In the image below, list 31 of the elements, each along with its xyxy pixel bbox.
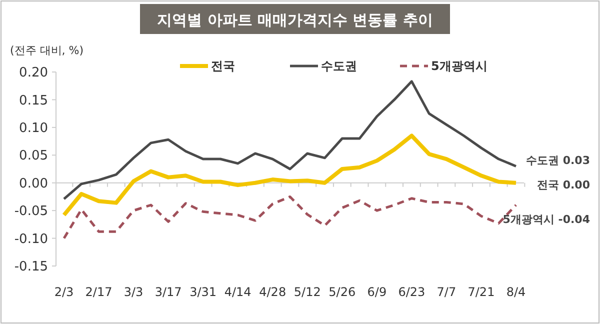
line-series [62, 80, 518, 200]
x-tick-label: 3/17 [154, 285, 182, 299]
x-tick-label: 5/26 [328, 285, 356, 299]
y-tick-label: 0.20 [19, 66, 48, 81]
annotation: 5개광역시 -0.04 [502, 212, 590, 226]
x-tick-label: 7/21 [468, 285, 495, 299]
annotation: 전국 0.00 [537, 178, 590, 192]
legend-label: 전국 [211, 59, 235, 73]
y-tick-label: 0.10 [19, 120, 48, 136]
legend-label: 5개광역시 [431, 59, 488, 73]
y-tick-label: 0.00 [19, 176, 48, 192]
y-tick-label: -0.15 [14, 260, 48, 275]
y-tick-label: -0.10 [14, 232, 48, 247]
legend-label: 수도권 [321, 59, 357, 73]
x-tick-label: 8/4 [506, 285, 526, 299]
x-tick-label: 5/12 [294, 285, 321, 299]
x-tick-label: 3/3 [124, 285, 144, 299]
x-tick-label: 6/23 [398, 285, 426, 299]
y-axis-title: (전주 대비, %) [10, 44, 84, 57]
x-tick-label: 4/14 [224, 285, 252, 299]
x-tick-label: 3/31 [190, 285, 217, 299]
y-tick-label: 0.15 [19, 93, 48, 108]
x-tick-label: 2/3 [54, 285, 74, 299]
x-tick-label: 6/9 [367, 285, 387, 299]
annotation: 수도권 0.03 [526, 154, 590, 168]
y-tick-label: 0.05 [19, 148, 48, 164]
x-tick-label: 2/17 [85, 285, 112, 299]
y-tick-label: -0.05 [14, 204, 48, 220]
x-tick-label: 7/7 [436, 285, 456, 299]
x-tick-label: 4/28 [259, 285, 286, 299]
chart-title: 지역별 아파트 매매가격지수 변동률 추이 [157, 11, 433, 29]
